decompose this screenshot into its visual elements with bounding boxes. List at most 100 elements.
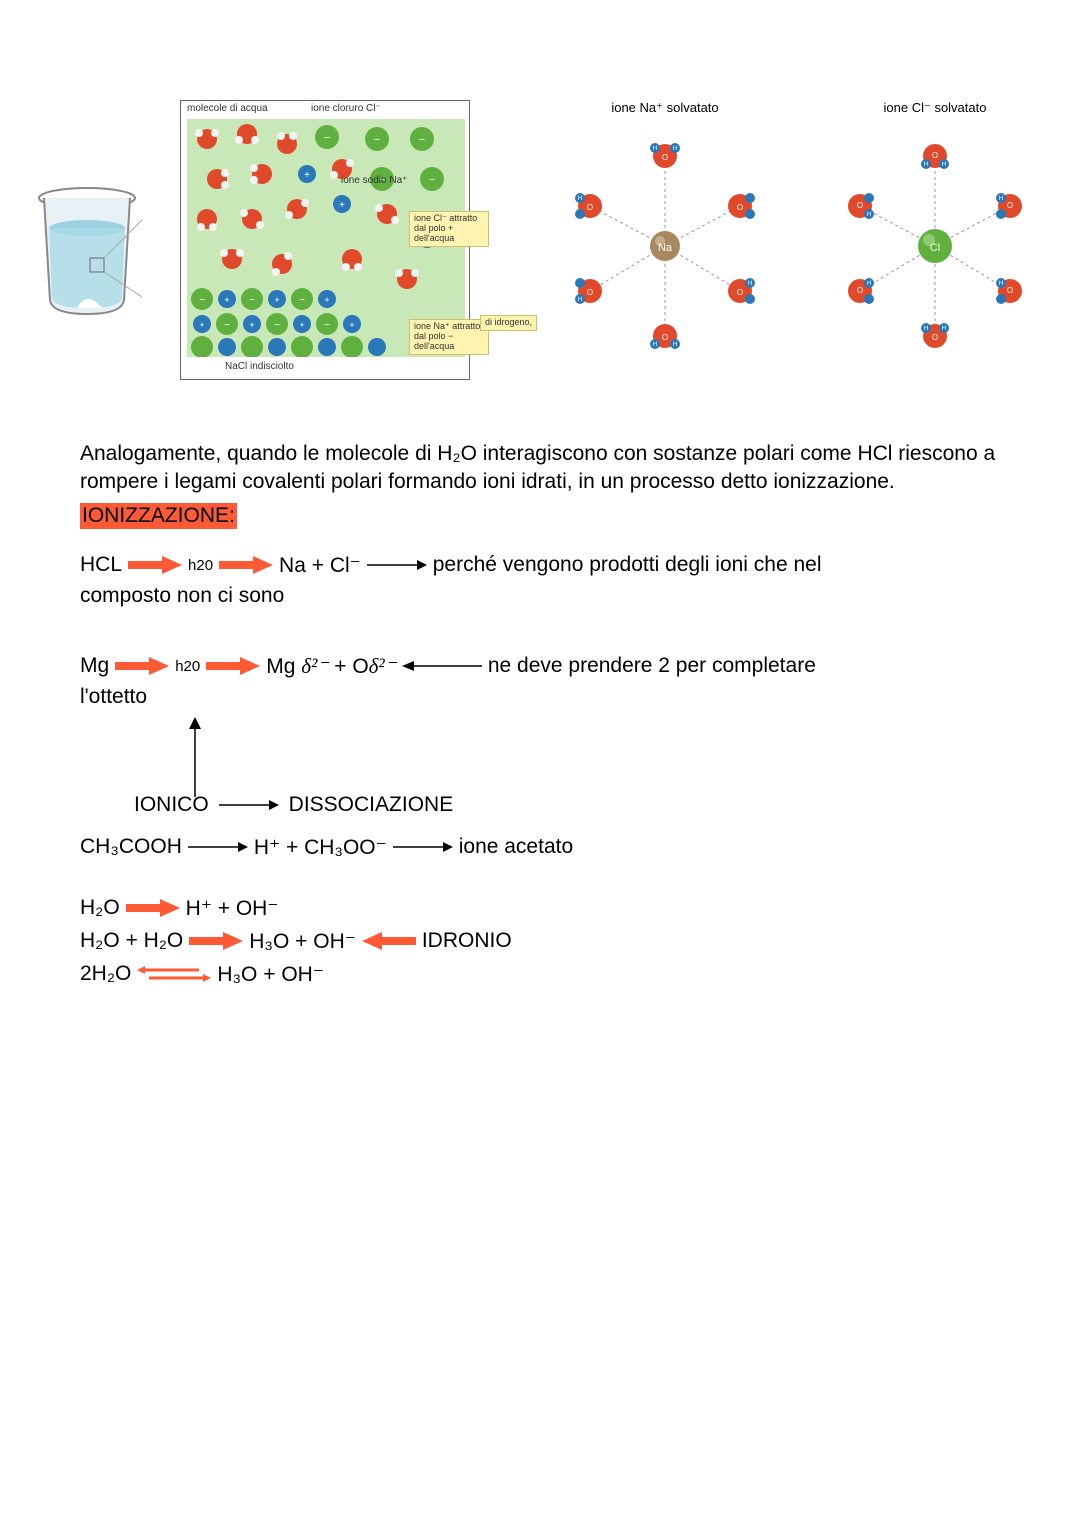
svg-text:H: H (999, 196, 1003, 202)
orange-arrow-left-icon (362, 932, 416, 950)
svg-text:H: H (653, 146, 657, 152)
eq2-note2: l'ottetto (80, 685, 147, 709)
dissociazione-label: DISSOCIAZIONE (289, 793, 454, 817)
ionico-label: IONICO (134, 793, 209, 817)
svg-text:−: − (324, 132, 330, 144)
eq2-cont: l'ottetto (80, 685, 1000, 709)
molecular-box: molecole di acqua ione cloruro Cl⁻ (180, 100, 470, 380)
eq2-prod: Mg δ²⁻ + Oδ²⁻ (266, 654, 396, 679)
svg-text:O: O (1007, 201, 1013, 210)
eq5-prod: H₃O + OH⁻ (249, 929, 356, 954)
svg-text:O: O (737, 203, 743, 212)
equation-acetic: CH₃COOH H⁺ + CH₃OO⁻ ione acetato (80, 835, 1000, 860)
svg-text:H: H (942, 326, 946, 332)
svg-text:−: − (224, 320, 230, 331)
thin-arrow-icon (393, 840, 453, 854)
equation-hcl: HCL h20 Na + Cl⁻ perché vengono prodotti… (80, 553, 1000, 578)
eq4-lhs: H₂O (80, 896, 120, 920)
svg-text:+: + (249, 320, 254, 330)
eq5-lhs: H₂O + H₂O (80, 929, 183, 953)
eq3-lhs: CH₃COOH (80, 835, 182, 859)
callout-cl-attratto: ione Cl⁻ attratto dal polo + dell'acqua (409, 211, 489, 247)
eq2-mg: Mg (80, 654, 109, 678)
label-cloruro: ione cloruro Cl⁻ (311, 103, 381, 114)
svg-text:H: H (578, 196, 582, 202)
svg-text:−: − (429, 174, 435, 186)
ionizzazione-highlight: IONIZZAZIONE: (80, 503, 237, 529)
orange-arrow-icon (126, 899, 180, 917)
svg-text:+: + (349, 320, 354, 330)
label-nacl: NaCl indisciolto (225, 361, 294, 372)
orange-arrow-icon (206, 657, 260, 675)
eq1-cont: composto non ci sono (80, 584, 1000, 608)
svg-text:−: − (419, 134, 425, 146)
svg-text:O: O (662, 153, 668, 162)
svg-text:−: − (374, 134, 380, 146)
thin-arrow-left-icon (402, 659, 482, 673)
thin-arrow-icon (188, 840, 248, 854)
eq1-hcl: HCL (80, 553, 122, 577)
svg-text:+: + (339, 200, 345, 211)
eq6-prod: H₃O + OH⁻ (217, 962, 324, 987)
na-solvated-label: ione Na⁺ solvatato (550, 100, 780, 116)
svg-text:O: O (587, 288, 593, 297)
svg-text:H: H (867, 281, 871, 287)
up-arrow-icon (186, 717, 204, 802)
svg-text:H: H (673, 146, 677, 152)
svg-text:H: H (924, 162, 928, 168)
orange-equilibrium-arrow-icon (137, 963, 211, 985)
equation-water-3: 2H₂O H₃O + OH⁻ (80, 962, 1000, 987)
label-molecole: molecole di acqua (187, 103, 268, 114)
svg-text:+: + (299, 320, 304, 330)
svg-text:H: H (942, 162, 946, 168)
orange-arrow-icon (115, 657, 169, 675)
svg-text:H: H (748, 281, 752, 287)
svg-text:O: O (932, 333, 938, 342)
eq1-note: perché vengono prodotti degli ioni che n… (433, 553, 822, 577)
svg-text:−: − (324, 320, 330, 331)
thin-arrow-icon (219, 798, 279, 812)
beaker-illustration (32, 180, 142, 325)
callout-idrogeno: di idrogeno, (480, 315, 537, 331)
svg-text:Cl: Cl (930, 242, 940, 254)
svg-text:−: − (274, 320, 280, 331)
svg-text:H: H (924, 326, 928, 332)
cl-solvated-label: ione Cl⁻ solvatato (820, 100, 1050, 116)
equation-water-2: H₂O + H₂O H₃O + OH⁻ IDRONIO (80, 929, 1000, 954)
orange-arrow-icon (189, 932, 243, 950)
eq2-note: ne deve prendere 2 per completare (488, 654, 816, 678)
svg-text:O: O (662, 333, 668, 342)
svg-text:+: + (224, 295, 229, 305)
svg-text:O: O (857, 286, 863, 295)
svg-text:+: + (324, 295, 329, 305)
eq2-h20: h20 (175, 658, 200, 675)
equation-water-1: H₂O H⁺ + OH⁻ (80, 896, 1000, 921)
svg-text:H: H (578, 297, 582, 303)
svg-text:O: O (587, 203, 593, 212)
svg-text:+: + (304, 170, 310, 181)
intro-paragraph: Analogamente, quando le molecole di H₂O … (80, 440, 1000, 497)
svg-text:−: − (249, 295, 255, 306)
callout-na-attratto: ione Na⁺ attratto dal polo − dell'acqua (409, 319, 489, 355)
svg-text:H: H (673, 342, 677, 348)
label-sodio: ione sodio Na⁺ (341, 175, 407, 186)
svg-text:−: − (299, 295, 305, 306)
eq1-prod: Na + Cl⁻ (279, 553, 361, 578)
orange-arrow-icon (219, 556, 273, 574)
svg-text:+: + (274, 295, 279, 305)
svg-text:O: O (857, 201, 863, 210)
svg-text:+: + (199, 320, 204, 330)
svg-text:Na: Na (658, 242, 673, 254)
equation-mg: Mg h20 Mg δ²⁻ + Oδ²⁻ ne deve prendere 2 … (80, 654, 1000, 679)
eq1-h20: h20 (188, 557, 213, 574)
eq3-prod: H⁺ + CH₃OO⁻ (254, 835, 387, 860)
ionico-block: IONICO DISSOCIAZIONE (80, 715, 1000, 835)
svg-text:H: H (653, 342, 657, 348)
svg-text:O: O (1007, 286, 1013, 295)
thin-arrow-icon (367, 558, 427, 572)
diagram-area: molecole di acqua ione cloruro Cl⁻ (80, 100, 1000, 410)
eq1-note2: composto non ci sono (80, 584, 284, 608)
eq3-note: ione acetato (459, 835, 573, 859)
svg-text:H: H (999, 281, 1003, 287)
na-solvated-diagram: ione Na⁺ solvatato Na OHH OH O OH OH OHH (550, 100, 780, 360)
